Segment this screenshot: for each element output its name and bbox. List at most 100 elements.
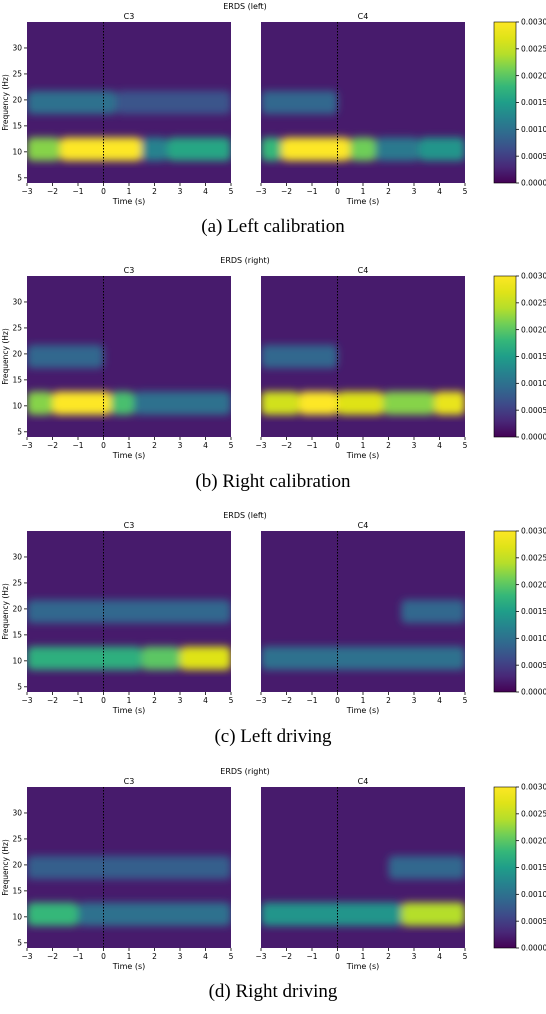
y-tick-label: 30 — [12, 553, 22, 562]
heatmap-cells — [27, 22, 231, 183]
heatmap-blob — [27, 855, 231, 880]
x-tick-label: 5 — [463, 696, 468, 705]
figure-title: ERDS (right) — [220, 767, 269, 776]
heatmap-panel-c3: C3 −3 −2 −1 0 1 2 3 4 5 Time (s) 5 10 15 20 25 30 Frequen… — [1, 521, 234, 715]
y-tick-label: 10 — [12, 401, 22, 410]
y-tick-label: 30 — [12, 44, 22, 53]
x-tick-label: 5 — [229, 696, 234, 705]
figure-caption: (c) Left driving — [214, 726, 332, 747]
y-tick-label: 15 — [12, 886, 22, 895]
x-tick-label: −1 — [306, 696, 317, 705]
x-tick-label: 5 — [463, 187, 468, 196]
colorbar-tick-label: 0.0000 — [521, 433, 546, 442]
x-tick-label: −2 — [47, 696, 58, 705]
x-tick-label: 1 — [127, 696, 132, 705]
heatmap-blob — [337, 391, 384, 415]
colorbar-tick-label: 0.0010 — [521, 890, 546, 899]
heatmap-blob — [167, 137, 231, 161]
colorbar-tick-label: 0.0025 — [521, 553, 546, 562]
y-tick-label: 15 — [12, 121, 22, 130]
heatmap-blob — [419, 137, 465, 161]
x-axis-label: Time (s) — [112, 962, 146, 971]
figure-caption: (d) Right driving — [208, 981, 338, 1002]
y-tick-label: 5 — [17, 173, 22, 182]
x-tick-label: −2 — [281, 696, 292, 705]
y-tick-label: 5 — [17, 682, 22, 691]
x-tick-label: −1 — [306, 187, 317, 196]
y-tick-label: 15 — [12, 630, 22, 639]
x-tick-label: 2 — [386, 441, 391, 450]
y-tick-label: 20 — [12, 350, 22, 359]
x-tick-label: 2 — [386, 952, 391, 961]
panel-title: C4 — [358, 521, 369, 530]
x-tick-label: 0 — [101, 952, 106, 961]
x-tick-label: 4 — [203, 187, 208, 196]
heatmap-blob — [141, 137, 168, 161]
y-axis: 5 10 15 20 25 30 Frequency (Hz) — [1, 553, 27, 691]
x-tick-label: −3 — [255, 441, 266, 450]
colorbar-gradient — [493, 786, 517, 949]
x-axis-label: Time (s) — [112, 706, 146, 715]
heatmap-cells — [261, 531, 465, 692]
figure-caption: (a) Left calibration — [201, 216, 345, 237]
x-tick-label: 4 — [437, 952, 442, 961]
heatmap-blob — [27, 344, 104, 369]
x-tick-label: 1 — [361, 441, 366, 450]
x-tick-label: −1 — [72, 187, 83, 196]
x-tick-label: 0 — [101, 696, 106, 705]
y-axis-label: Frequency (Hz) — [1, 74, 10, 131]
colorbar-tick-label: 0.0015 — [521, 863, 546, 872]
panel-title: C4 — [358, 777, 369, 786]
heatmap-cells — [27, 276, 231, 437]
heatmap-cells — [261, 22, 465, 183]
heatmap-blob — [401, 902, 465, 926]
heatmap-panel-c4: C4 −3 −2 −1 0 1 2 3 4 5 Time (s) — [255, 777, 467, 971]
x-tick-label: 2 — [152, 696, 157, 705]
heatmap-cells — [27, 787, 231, 948]
colorbar-tick-label: 0.0020 — [521, 71, 546, 80]
x-axis: −3 −2 −1 0 1 2 3 4 5 Time (s) — [255, 183, 468, 206]
y-tick-label: 30 — [12, 809, 22, 818]
colorbar-gradient — [493, 21, 517, 184]
x-tick-label: 1 — [361, 952, 366, 961]
heatmap-blob — [27, 90, 117, 115]
panel-title: C3 — [124, 12, 135, 21]
x-axis: −3 −2 −1 0 1 2 3 4 5 Time (s) — [255, 948, 468, 971]
x-tick-label: 4 — [203, 952, 208, 961]
colorbar-tick-label: 0.0025 — [521, 44, 546, 53]
colorbar-tick-label: 0.0005 — [521, 661, 546, 670]
colorbar-tick-label: 0.0020 — [521, 580, 546, 589]
heatmap-blob — [27, 137, 61, 161]
y-tick-label: 20 — [12, 96, 22, 105]
figure-title: ERDS (right) — [220, 256, 269, 265]
heatmap-cells — [261, 787, 465, 948]
heatmap-blob — [60, 137, 142, 161]
colorbar-tick-label: 0.0020 — [521, 836, 546, 845]
y-tick-label: 25 — [12, 835, 22, 844]
colorbar-tick-label: 0.0010 — [521, 125, 546, 134]
x-tick-label: 5 — [229, 187, 234, 196]
heatmap-blob — [401, 599, 465, 624]
x-tick-label: 2 — [386, 187, 391, 196]
x-tick-label: 4 — [437, 441, 442, 450]
panel-title: C3 — [124, 266, 135, 275]
x-tick-label: 4 — [437, 696, 442, 705]
x-tick-label: −3 — [255, 952, 266, 961]
heatmap-blob — [27, 902, 78, 926]
heatmap-blob — [261, 137, 282, 161]
heatmap-blob — [27, 391, 53, 415]
x-tick-label: 3 — [178, 441, 183, 450]
colorbar-tick-label: 0.0025 — [521, 809, 546, 818]
x-tick-label: 0 — [335, 441, 340, 450]
x-tick-label: 2 — [152, 441, 157, 450]
heatmap-blob — [78, 902, 231, 926]
heatmap-blob — [52, 391, 112, 415]
x-tick-label: 1 — [127, 952, 132, 961]
x-tick-label: −2 — [47, 187, 58, 196]
x-tick-label: −2 — [281, 187, 292, 196]
heatmap-blob — [261, 902, 402, 926]
